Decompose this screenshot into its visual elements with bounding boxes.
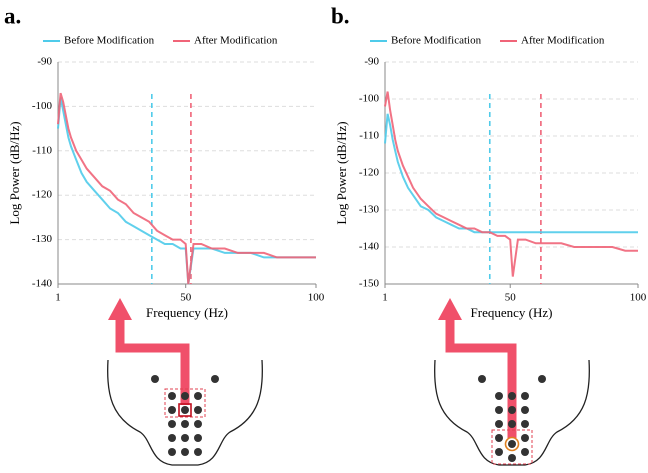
y-tick-label: -130	[32, 233, 53, 245]
y-axis-label: Log Power (dB/Hz)	[334, 121, 349, 224]
legend-label: After Modification	[521, 35, 605, 47]
y-tick-label: -120	[32, 189, 53, 201]
y-tick-label: -100	[32, 100, 53, 112]
y-tick-label: -90	[364, 56, 379, 68]
y-tick-label: -140	[359, 241, 380, 253]
series-line	[57, 92, 316, 285]
legend-label: After Modification	[194, 35, 278, 47]
head-diagram-a	[107, 298, 263, 466]
x-tick-label: 1	[382, 292, 388, 304]
legend-label: Before Modification	[391, 35, 482, 47]
x-axis-label: Frequency (Hz)	[471, 305, 553, 320]
x-tick-label: 100	[630, 292, 647, 304]
x-tick-label: 50	[505, 292, 517, 304]
y-tick-label: -120	[359, 167, 380, 179]
y-tick-label: -150	[359, 278, 380, 290]
x-tick-label: 1	[55, 292, 61, 304]
y-tick-label: -110	[32, 144, 52, 156]
series-line	[384, 113, 638, 234]
y-tick-label: -110	[359, 130, 379, 142]
y-tick-label: -90	[37, 56, 52, 68]
head-diagram-b	[434, 298, 590, 466]
panel-label: b.	[331, 3, 350, 28]
panel-label: a.	[4, 3, 21, 28]
y-axis-label: Log Power (dB/Hz)	[7, 121, 22, 224]
x-tick-label: 50	[180, 292, 192, 304]
x-tick-label: 100	[308, 292, 325, 304]
x-axis-label: Frequency (Hz)	[146, 305, 228, 320]
y-tick-label: -130	[359, 204, 380, 216]
series-line	[384, 91, 638, 277]
y-tick-label: -140	[32, 278, 53, 290]
legend-label: Before Modification	[64, 35, 155, 47]
y-tick-label: -100	[359, 93, 380, 105]
